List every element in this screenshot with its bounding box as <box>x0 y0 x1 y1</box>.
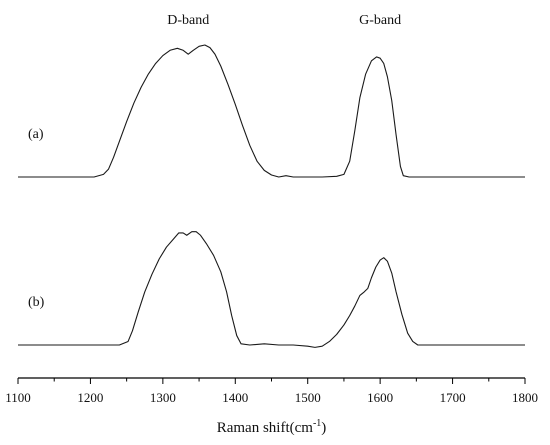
trace-label-a: (a) <box>28 127 44 142</box>
x-tick-label-1100: 1100 <box>5 390 31 405</box>
trace-label-b: (b) <box>28 295 45 310</box>
x-axis-title: Raman shift(cm-1) <box>217 418 327 436</box>
x-tick-label-1300: 1300 <box>150 390 176 405</box>
spectrum-line-a <box>18 44 525 178</box>
x-tick-label-1500: 1500 <box>295 390 321 405</box>
x-tick-label-1700: 1700 <box>440 390 466 405</box>
spectrum-line-b <box>18 231 525 348</box>
x-axis-title-main: Raman shift(cm <box>217 420 314 436</box>
d-band-label: D-band <box>167 13 209 28</box>
x-tick-label-1200: 1200 <box>77 390 103 405</box>
x-tick-label-1400: 1400 <box>222 390 248 405</box>
x-axis-title-close: ) <box>321 420 326 436</box>
x-axis-title-superscript: -1 <box>313 418 321 429</box>
g-band-label: G-band <box>359 13 401 28</box>
x-tick-label-1600: 1600 <box>367 390 393 405</box>
x-tick-label-1800: 1800 <box>512 390 538 405</box>
